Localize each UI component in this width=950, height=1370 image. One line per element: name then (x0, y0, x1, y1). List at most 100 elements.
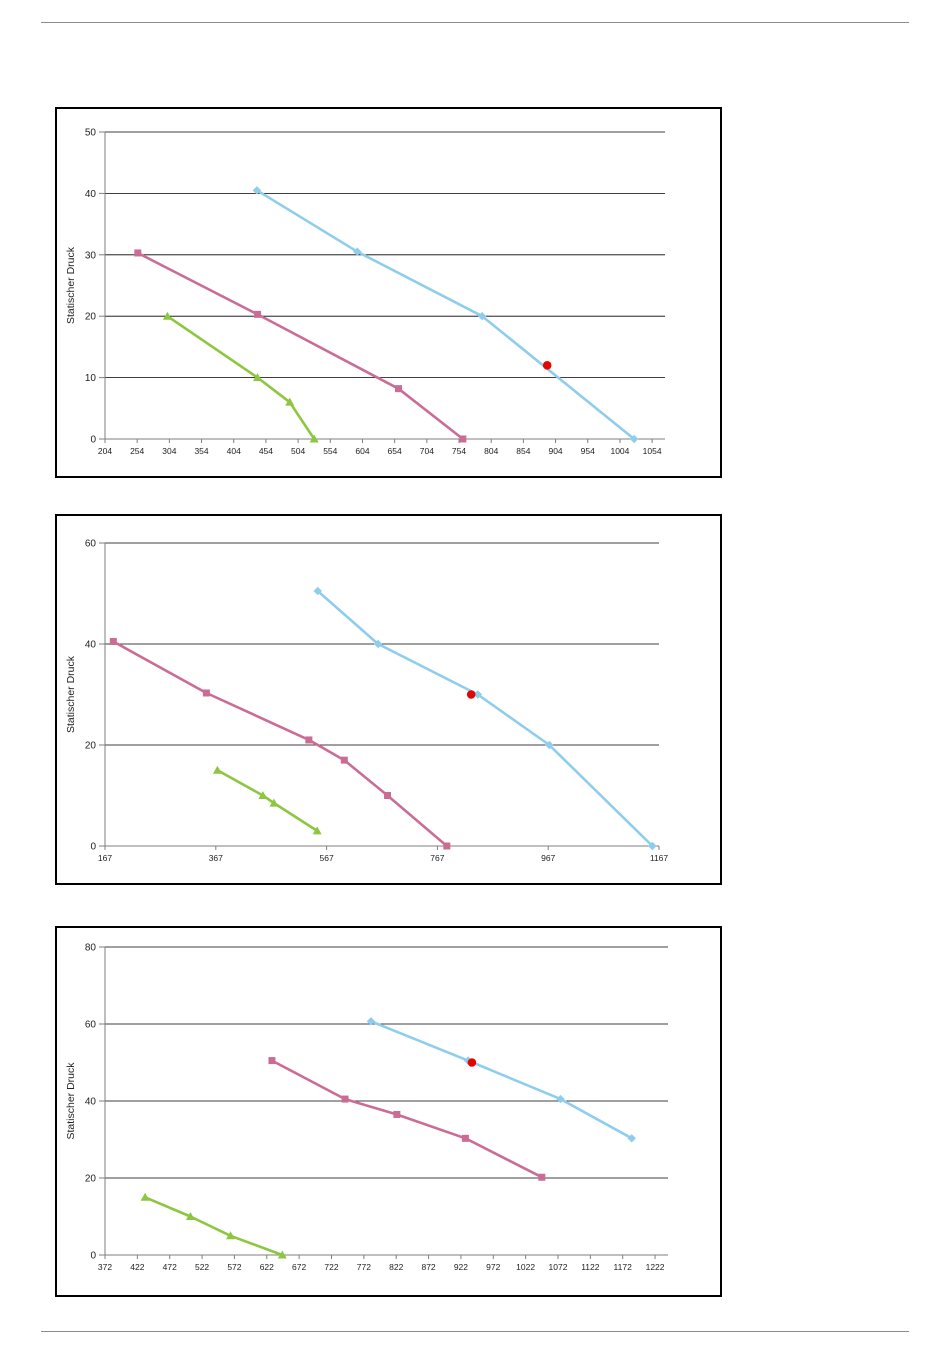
x-tick-label: 304 (162, 446, 176, 456)
x-tick-label: 804 (484, 446, 498, 456)
series-line-pink (271, 1059, 543, 1179)
y-tick-label: 40 (85, 1097, 97, 1108)
x-tick-label: 367 (209, 853, 223, 863)
operating-point (466, 690, 476, 699)
x-tick-label: 254 (130, 446, 144, 456)
x-tick-label: 967 (541, 853, 555, 863)
fan-curve-chart-1: 0 10 20 30 40 50 204 254 304 354 404 454 504 554 604 65… (55, 107, 722, 478)
series-line-pink (137, 251, 464, 441)
y-tick-label: 0 (90, 435, 96, 446)
x-tick-label: 372 (98, 1262, 112, 1272)
data-point-diamond (373, 639, 383, 649)
x-tick-label: 622 (260, 1262, 274, 1272)
data-point-square (268, 1057, 276, 1065)
data-point-square (305, 736, 313, 744)
x-tick-label: 454 (259, 446, 273, 456)
y-tick-label: 20 (85, 1174, 97, 1185)
x-tick-label: 854 (516, 446, 530, 456)
data-point-diamond (648, 841, 657, 851)
x-tick-label: 922 (454, 1262, 468, 1272)
footer-rule (41, 1331, 909, 1332)
series-line-pink (112, 640, 448, 847)
x-tick-label: 522 (195, 1262, 209, 1272)
x-tick-label: 904 (548, 446, 562, 456)
data-point-diamond (477, 312, 487, 321)
data-point-square (461, 1134, 469, 1142)
data-point-triangle (285, 397, 295, 406)
data-point-square (459, 435, 467, 443)
header-rule (41, 22, 909, 23)
y-axis-label: Statischer Druck (65, 1062, 77, 1140)
operating-point (467, 1058, 477, 1067)
x-tick-label: 954 (581, 446, 595, 456)
x-tick-label: 167 (98, 853, 112, 863)
series-line-green (166, 315, 316, 440)
data-point-diamond (627, 1134, 636, 1143)
y-tick-label: 0 (90, 1251, 96, 1262)
data-point-triangle (226, 1231, 236, 1240)
data-point-triangle (277, 1250, 287, 1259)
y-tick-label: 0 (90, 842, 96, 853)
y-tick-label: 30 (85, 250, 97, 261)
x-tick-label: 567 (320, 853, 334, 863)
x-tick-label: 822 (389, 1262, 403, 1272)
y-tick-label: 20 (85, 312, 97, 323)
data-point-triangle (185, 1212, 195, 1220)
x-tick-label: 354 (194, 446, 208, 456)
x-tick-label: 572 (227, 1262, 241, 1272)
x-tick-label: 1054 (643, 446, 662, 456)
data-point-triangle (162, 311, 172, 320)
data-point-triangle (269, 798, 279, 807)
y-axis-label: Statischer Druck (65, 246, 77, 324)
x-tick-label: 204 (98, 446, 112, 456)
data-point-diamond (473, 690, 483, 699)
x-tick-label: 972 (486, 1262, 500, 1272)
series-line-blue (316, 590, 654, 847)
fan-curve-chart-2: 0 20 40 60 167 367 567 767 967 1167 Statischer Dru… (55, 514, 722, 885)
data-point-diamond (353, 247, 362, 256)
x-tick-label: 754 (452, 446, 466, 456)
x-tick-label: 404 (227, 446, 241, 456)
data-point-diamond (252, 186, 262, 195)
x-tick-label: 504 (291, 446, 305, 456)
x-tick-label: 1172 (614, 1262, 633, 1272)
data-point-square (395, 385, 403, 393)
x-tick-label: 1222 (646, 1262, 665, 1272)
data-point-square (393, 1110, 401, 1118)
y-tick-label: 40 (85, 640, 97, 651)
x-tick-label: 1167 (650, 853, 669, 863)
data-point-diamond (629, 434, 639, 444)
y-tick-label: 50 (85, 128, 97, 139)
x-tick-label: 1072 (549, 1262, 568, 1272)
data-point-triangle (140, 1192, 150, 1201)
data-point-triangle (258, 791, 268, 799)
series-line-blue (370, 1020, 633, 1140)
fan-curve-chart-3: 0 20 40 60 80 372 422 472 522 572 622 672 722 772 822 8… (55, 926, 722, 1297)
y-tick-label: 20 (85, 741, 97, 752)
x-tick-label: 1122 (581, 1262, 600, 1272)
y-tick-label: 10 (85, 373, 97, 384)
x-tick-label: 654 (388, 446, 402, 456)
y-tick-label: 80 (85, 943, 97, 954)
series-line-blue (256, 189, 635, 441)
data-point-triangle (312, 826, 322, 835)
series-line-green (144, 1196, 283, 1257)
data-point-square (134, 249, 142, 257)
x-tick-label: 722 (324, 1262, 338, 1272)
y-tick-label: 60 (85, 1020, 97, 1031)
data-point-square (254, 310, 262, 318)
y-tick-label: 60 (85, 539, 97, 550)
data-point-square (538, 1173, 546, 1181)
chart-3-plot: 0 20 40 60 80 372 422 472 522 572 622 672 722 772 822 8… (65, 943, 668, 1272)
data-point-triangle (309, 434, 319, 443)
data-point-square (109, 637, 117, 645)
x-tick-label: 872 (421, 1262, 435, 1272)
x-tick-label: 672 (292, 1262, 306, 1272)
x-tick-label: 554 (323, 446, 337, 456)
x-tick-label: 422 (130, 1262, 144, 1272)
data-point-square (384, 792, 392, 799)
x-tick-label: 1022 (516, 1262, 535, 1272)
x-tick-label: 772 (357, 1262, 371, 1272)
x-tick-label: 1004 (610, 446, 629, 456)
data-point-square (340, 756, 348, 764)
